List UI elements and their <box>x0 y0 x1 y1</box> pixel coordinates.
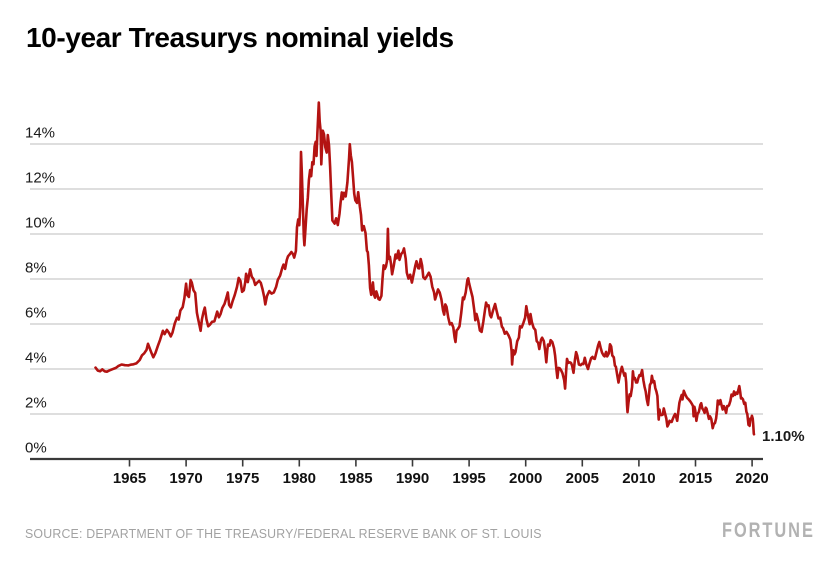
yield-line <box>94 101 756 436</box>
x-tick-label: 2005 <box>566 470 599 487</box>
x-axis-labels: 1965 1970 1975 1980 1985 1990 1995 2000 2005 2010… <box>113 470 769 487</box>
gridlines <box>30 143 763 415</box>
x-tick-label: 1980 <box>283 470 316 487</box>
y-tick-label: 8% <box>25 260 47 277</box>
x-tick-label: 1970 <box>169 470 202 487</box>
source-credit: SOURCE: DEPARTMENT OF THE TREASURY/FEDER… <box>25 526 542 541</box>
fortune-logo: FORTUNE <box>722 519 815 542</box>
x-tick-label: 2010 <box>622 470 655 487</box>
chart-title: 10-year Treasurys nominal yields <box>26 22 454 53</box>
y-tick-label: 6% <box>25 305 47 322</box>
x-tick-label: 2000 <box>509 470 542 487</box>
x-tick-label: 1990 <box>396 470 429 487</box>
end-value-label: 1.10% <box>762 428 805 445</box>
y-tick-label: 12% <box>25 170 55 187</box>
x-axis-ticks <box>128 460 753 467</box>
x-tick-label: 1965 <box>113 470 146 487</box>
x-tick-label: 2015 <box>679 470 712 487</box>
y-tick-label: 0% <box>25 440 47 457</box>
x-tick-label: 1975 <box>226 470 259 487</box>
y-tick-label: 10% <box>25 215 55 232</box>
x-tick-label: 1995 <box>452 470 485 487</box>
y-tick-label: 2% <box>25 395 47 412</box>
y-axis-labels: 14% 12% 10% 8% 6% 4% 2% 0% <box>25 125 55 457</box>
x-tick-label: 1985 <box>339 470 372 487</box>
x-tick-label: 2020 <box>735 470 768 487</box>
y-tick-label: 4% <box>25 350 47 367</box>
y-tick-label: 14% <box>25 125 55 142</box>
